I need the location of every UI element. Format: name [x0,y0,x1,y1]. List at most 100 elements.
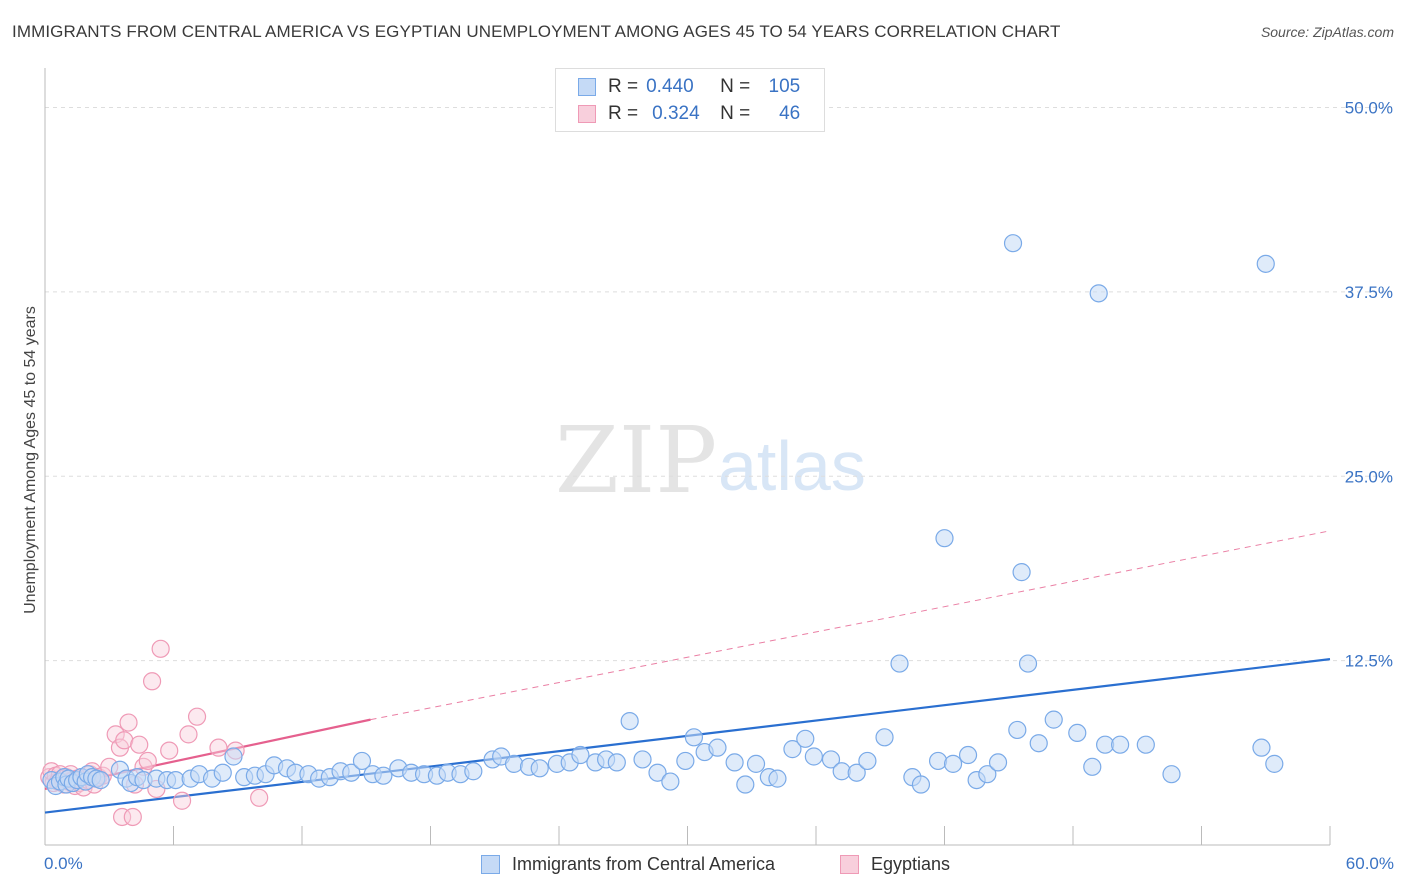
legend-swatch-blue [578,78,596,96]
data-point-central-america [1111,735,1130,754]
legend-n-label: N = [720,76,751,97]
legend-n-value: 105 [768,76,801,97]
data-point-central-america [1162,765,1181,784]
data-point-egyptians [123,807,142,827]
legend-r-label: R = [608,76,639,97]
data-point-egyptians [130,735,149,754]
gridlines [45,107,1392,662]
data-point-central-america [978,765,997,784]
data-point-central-america [352,751,372,771]
data-point-central-america [530,759,549,778]
y-tick-labels: 12.5% 25.0% 37.5% 50.0% [1345,99,1393,671]
data-point-central-america [504,754,524,773]
bottom-legend-egyptians: Egyptians [840,852,950,876]
y-tick-label: 12.5% [1345,652,1393,671]
data-point-central-america [374,766,393,785]
data-point-central-america [875,728,894,747]
legend-row-central-america: R = 0.440 N = 105 [578,75,800,99]
trend-line-egyptians-extension [370,530,1331,721]
data-point-central-america [858,751,877,771]
x-tick-label: 0.0% [44,854,83,873]
data-point-central-america [768,769,787,788]
data-point-central-america [958,745,978,765]
data-point-central-america [464,762,483,781]
data-point-central-america [1136,735,1155,754]
data-point-central-america [342,763,361,782]
data-point-central-america [213,763,232,782]
series-central-america-points [42,234,1284,796]
data-point-egyptians [160,741,179,760]
x-ticks [44,826,1331,845]
data-point-egyptians [119,713,138,732]
data-point-egyptians [250,788,269,807]
data-point-egyptians [115,731,134,750]
data-point-central-america [1003,234,1023,253]
legend-r-label: R = [608,103,639,124]
data-point-central-america [166,770,185,790]
data-point-central-america [832,762,851,781]
y-tick-label: 50.0% [1345,99,1393,118]
data-point-central-america [1018,654,1038,673]
bottom-legend-swatch-blue [481,854,500,874]
data-point-central-america [1089,284,1108,303]
bottom-legend-label: Egyptians [871,853,951,874]
watermark: ZIP atlas [555,407,866,514]
data-point-central-america [620,711,639,731]
series-egyptians-points [40,639,269,827]
data-point-central-america [847,763,866,782]
data-point-central-america [1256,254,1275,273]
legend-r-value: 0.440 [646,76,694,97]
data-point-central-america [796,729,815,748]
data-point-central-america [1252,738,1271,757]
data-point-central-america [1044,710,1063,729]
data-point-egyptians [209,738,228,757]
data-point-central-america [607,753,626,772]
watermark-atlas: atlas [718,427,866,505]
data-point-central-america [571,745,590,765]
data-point-egyptians [138,751,157,771]
source-label: Source: ZipAtlas.com [1260,24,1394,40]
legend-swatch-pink [578,105,596,123]
data-point-central-america [1083,757,1102,776]
data-point-central-america [91,770,110,790]
data-point-central-america [676,751,695,771]
y-axis-label-wrap: Unemployment Among Ages 45 to 54 years [14,90,48,830]
data-point-central-america [1068,723,1087,743]
data-point-egyptians [172,791,192,810]
data-point-central-america [783,740,802,759]
data-point-central-america [708,738,727,757]
trend-lines [44,530,1331,814]
chart-title: IMMIGRANTS FROM CENTRAL AMERICA VS EGYPT… [12,22,1061,41]
legend-r-value: 0.324 [652,103,700,124]
data-point-central-america [988,753,1008,772]
legend-n-label: N = [720,103,751,124]
data-point-central-america [821,750,841,769]
data-point-egyptians [151,639,170,658]
x-tick-labels: 0.0% 60.0% [44,854,1394,873]
bottom-legend-central-america: Immigrants from Central America [481,852,775,876]
legend-row-egyptians: R = 0.324 N = 46 [578,102,800,126]
data-point-central-america [1008,720,1027,740]
data-point-egyptians [142,672,162,691]
legend: R = 0.440 N = 105 R = 0.324 N = 46 [555,68,825,132]
data-point-egyptians [179,725,198,744]
data-point-central-america [736,775,755,794]
data-point-central-america [661,772,680,791]
data-point-central-america [746,754,766,773]
x-tick-label: 60.0% [1346,854,1394,873]
data-point-central-america [928,751,948,771]
watermark-zip: ZIP [555,407,717,514]
data-point-central-america [648,763,667,782]
data-point-central-america [684,728,704,747]
data-point-central-america [1265,754,1284,773]
y-axis-label: Unemployment Among Ages 45 to 54 years [22,306,39,614]
data-point-central-america [1029,734,1048,753]
data-point-central-america [1012,563,1031,582]
y-tick-label: 25.0% [1345,467,1393,486]
legend-n-value: 46 [779,103,801,124]
data-point-central-america [633,750,652,769]
bottom-legend-swatch-pink [840,854,859,874]
data-point-central-america [935,529,954,548]
bottom-legend-label: Immigrants from Central America [512,853,776,874]
